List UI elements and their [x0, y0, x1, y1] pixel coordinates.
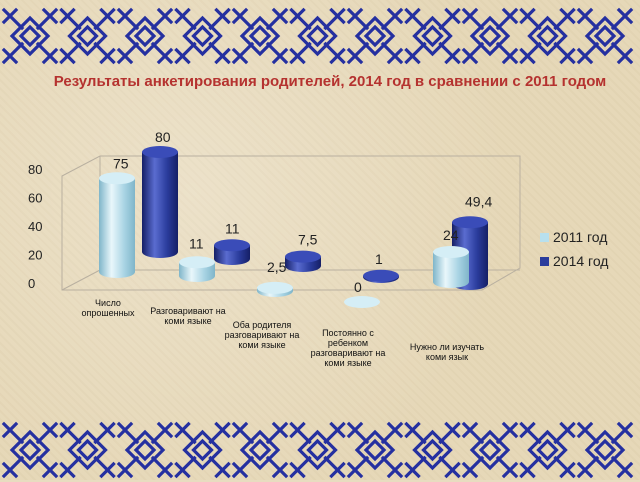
top-ornament-motif: [289, 7, 346, 65]
bottom-ornament-motif: [289, 421, 346, 479]
bar-2014: [363, 269, 399, 283]
category-label: Оба родителя разговаривают на коми языке: [225, 320, 300, 350]
y-tick-label: 60: [28, 191, 42, 206]
top-ornament-motif: [231, 7, 289, 65]
bottom-ornament-border: [1, 421, 634, 479]
data-label-2011: 75: [113, 155, 129, 171]
data-label-2014: 80: [155, 129, 171, 145]
data-label-2011: 2,5: [267, 259, 287, 275]
category-label: Число опрошенных: [81, 298, 135, 318]
legend-label: 2011 год: [553, 229, 607, 245]
bottom-ornament-motif: [174, 421, 231, 479]
chart-title: Результаты анкетирования родителей, 2014…: [53, 73, 607, 90]
top-ornament-motif: [1, 7, 59, 65]
bottom-ornament-motif: [346, 421, 404, 479]
bar-2014: [214, 239, 250, 265]
bottom-ornament-motif: [461, 421, 519, 479]
bar-2011: [179, 256, 215, 282]
top-ornament-border: [1, 7, 634, 65]
y-tick-label: 20: [28, 248, 42, 263]
y-tick-label: 80: [28, 162, 42, 177]
top-ornament-motif: [116, 7, 174, 65]
bar-2011: [99, 172, 135, 278]
y-tick-label: 40: [28, 219, 42, 234]
bar-2014: [142, 146, 178, 258]
data-label-2014: 49,4: [465, 193, 492, 209]
bottom-ornament-motif: [231, 421, 289, 479]
bottom-ornament-motif: [1, 421, 59, 479]
top-ornament-motif: [346, 7, 404, 65]
top-ornament-motif: [59, 7, 116, 65]
category-label: Постоянно с ребенком разговаривают на коми …: [311, 328, 386, 368]
legend-swatch: [540, 257, 549, 266]
data-label-2011: 11: [189, 235, 204, 251]
top-ornament-motif: [461, 7, 519, 65]
top-ornament-motif: [519, 7, 576, 65]
bar-2014: [285, 250, 321, 272]
data-label-2014: 1: [375, 251, 383, 267]
data-label-2014: 11: [225, 220, 240, 236]
bottom-ornament-motif: [519, 421, 576, 479]
bottom-ornament-motif: [59, 421, 116, 479]
bar-2011: [433, 246, 469, 288]
data-label-2011: 0: [354, 279, 362, 295]
bottom-ornament-motif: [116, 421, 174, 479]
bar-2011: [257, 281, 293, 297]
legend-label: 2014 год: [553, 253, 608, 269]
data-label-2014: 7,5: [298, 232, 318, 248]
data-label-2011: 24: [443, 227, 459, 243]
bottom-ornament-motif: [404, 421, 461, 479]
bar-2011: [344, 296, 380, 308]
top-ornament-motif: [174, 7, 231, 65]
category-label: Нужно ли изучать коми язык: [410, 342, 485, 362]
legend: 2011 год 2014 год: [540, 229, 608, 269]
legend-swatch: [540, 233, 549, 242]
bottom-ornament-motif: [576, 421, 634, 479]
top-ornament-motif: [576, 7, 634, 65]
y-tick-label: 0: [28, 276, 35, 291]
category-label: Разговаривают на коми языке: [150, 306, 225, 326]
top-ornament-motif: [404, 7, 461, 65]
